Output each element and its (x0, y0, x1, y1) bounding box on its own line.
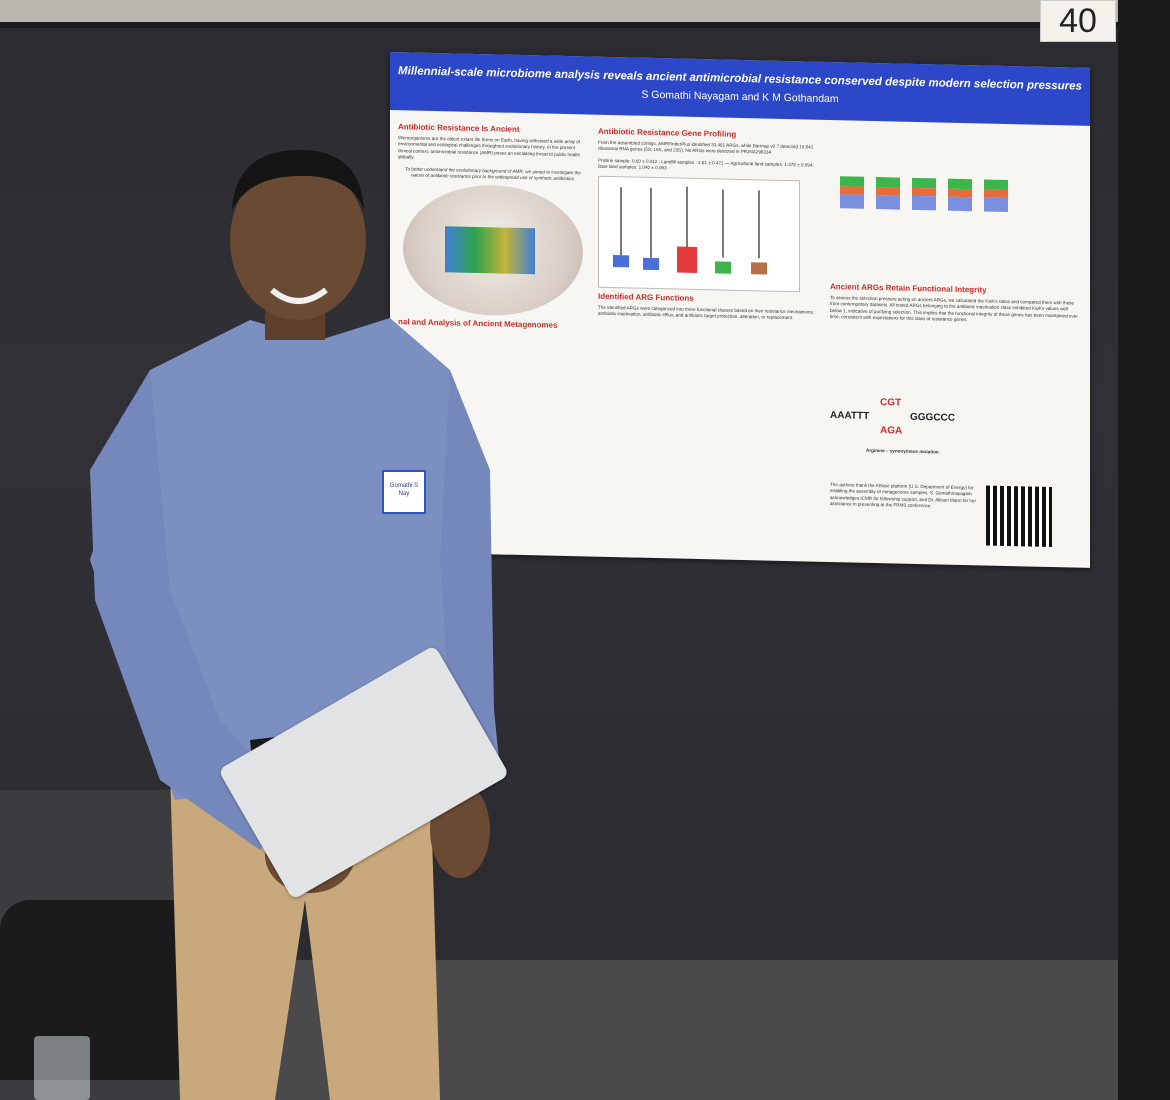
booth-number: 40 (1040, 0, 1116, 42)
stacked-bars (840, 176, 1008, 213)
section-text: The identified ARGs were categorized int… (598, 304, 815, 321)
box-plot (613, 186, 767, 275)
poster-column-right: Ancient ARGs Retain Functional Integrity… (830, 132, 1080, 331)
stacked-bar-figure (830, 132, 1030, 217)
mutation-label: Arginine – synonymous mutation (866, 447, 939, 455)
section-heading: Identified ARG Functions (598, 291, 694, 303)
badge-name: Gomathi S (389, 483, 419, 489)
box-plot-figure (598, 175, 800, 292)
world-map (445, 226, 535, 275)
sequence-right: GGGCCC (910, 411, 955, 424)
section-heading: Ancient ARGs Retain Functional Integrity (830, 281, 987, 295)
plastic-cup (34, 1036, 90, 1100)
section-text: To assess the selection pressure acting … (830, 294, 1078, 323)
acknowledgement-text: The authors thank the KBase platform (U.… (830, 481, 977, 509)
sequence-bottom: AGA (880, 425, 903, 437)
section-text: Microorganisms are the oldest extant lif… (398, 135, 581, 160)
section-text: From the assembled contigs, AMRFinderPlu… (598, 139, 814, 156)
section-text: Pristine sample: 0.00 ± 0.012 ; Landfill… (598, 157, 814, 171)
poster-column-left: Antibiotic Resistance Is Ancient Microor… (398, 122, 588, 335)
section-text: To better understand the evolutionary ba… (405, 165, 581, 182)
backpack (0, 900, 190, 1080)
name-badge: Gomathi S Nay (382, 470, 426, 514)
sequence-top: CGT (880, 397, 902, 409)
sequence-left: AAATTT (830, 409, 870, 422)
section-heading: Antibiotic Resistance Gene Profiling (598, 126, 737, 139)
board-post (1118, 0, 1170, 1100)
qr-code (986, 485, 1052, 548)
globe-figure (403, 183, 583, 318)
section-heading: Antibiotic Resistance Is Ancient (398, 122, 520, 134)
research-poster: Millennial-scale microbiome analysis rev… (390, 52, 1090, 568)
board-frame (0, 22, 1130, 28)
poster-column-middle: Antibiotic Resistance Gene Profiling Fro… (598, 127, 818, 327)
badge-affiliation: Nay (398, 491, 410, 497)
section-heading: nal and Analysis of Ancient Metagenomes (398, 317, 558, 331)
